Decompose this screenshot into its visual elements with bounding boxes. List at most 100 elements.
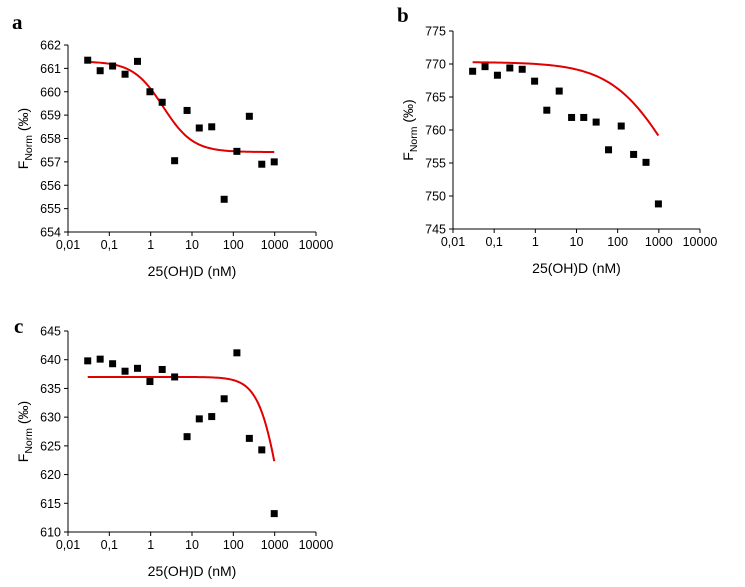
data-point	[233, 349, 241, 357]
data-point	[133, 364, 141, 372]
data-point	[233, 147, 241, 155]
x-tick-label: 100	[223, 238, 244, 252]
y-tick-label: 662	[40, 39, 61, 53]
y-axis-label-subscript: Norm	[23, 428, 35, 454]
y-axis-label: FNorm (‰)	[15, 401, 35, 462]
y-tick-label: 661	[40, 62, 61, 76]
x-tick-label: 10000	[299, 538, 334, 552]
x-tick-label: 0,1	[101, 538, 118, 552]
y-axis-label-unit: (‰)	[15, 108, 31, 135]
y-tick-label: 660	[40, 85, 61, 99]
data-point	[617, 122, 625, 130]
x-axis-label: 25(OH)D (nM)	[148, 563, 237, 579]
data-point	[195, 415, 203, 423]
y-tick-label: 658	[40, 132, 61, 146]
data-point	[171, 373, 179, 381]
y-tick-label: 765	[425, 91, 446, 105]
y-tick-label: 625	[40, 439, 61, 453]
y-axis-label-main: F	[400, 152, 416, 161]
data-point	[592, 118, 600, 126]
data-point	[543, 106, 551, 114]
y-tick-label: 630	[40, 411, 61, 425]
data-point	[531, 77, 539, 85]
x-tick-label: 0,01	[441, 235, 465, 249]
x-tick-label: 100	[607, 235, 628, 249]
x-tick-label: 0,1	[101, 238, 118, 252]
y-tick-label: 620	[40, 468, 61, 482]
y-tick-label: 610	[40, 526, 61, 540]
x-tick-label: 10	[570, 235, 584, 249]
data-point	[220, 195, 228, 203]
y-tick-label: 654	[40, 226, 61, 240]
x-tick-label: 1000	[645, 235, 673, 249]
y-tick-label: 635	[40, 382, 61, 396]
data-point	[208, 413, 216, 421]
y-axis-label-main: F	[15, 454, 31, 463]
fit-curve	[472, 61, 660, 137]
fit-curve	[87, 60, 275, 153]
data-point	[555, 87, 563, 95]
chart-panel-c: c 0,01 0,1 1 10 100 1000 10000 610 615 620 625 630 63…	[14, 314, 333, 579]
x-tick-label: 10	[185, 238, 199, 252]
data-point	[146, 88, 154, 96]
data-point	[258, 446, 266, 454]
y-tick-label: 640	[40, 353, 61, 367]
x-tick-label: 1	[532, 235, 539, 249]
data-point	[630, 150, 638, 158]
data-point	[158, 365, 166, 373]
y-tick-label: 645	[40, 325, 61, 339]
x-tick-label: 1000	[261, 538, 289, 552]
data-point	[133, 57, 141, 65]
y-axis-label: FNorm (‰)	[400, 99, 420, 160]
x-tick-label: 1	[147, 538, 154, 552]
data-point	[493, 71, 501, 79]
data-point	[146, 378, 154, 386]
fit-curve	[87, 375, 276, 462]
data-point	[96, 67, 104, 75]
data-point	[171, 157, 179, 165]
y-axis-label-unit: (‰)	[15, 401, 31, 428]
y-tick-label: 745	[425, 223, 446, 237]
x-tick-label: 0,01	[56, 238, 80, 252]
y-axis-label-subscript: Norm	[408, 126, 420, 152]
data-point	[158, 98, 166, 106]
data-point	[270, 510, 278, 518]
x-tick-label: 0,1	[485, 235, 502, 249]
axes-frame	[67, 45, 316, 233]
data-point	[568, 113, 576, 121]
axes-frame	[67, 331, 316, 533]
data-point	[109, 360, 117, 368]
data-point	[183, 106, 191, 114]
data-point	[580, 113, 588, 121]
data-point	[84, 357, 92, 365]
y-tick-label: 656	[40, 179, 61, 193]
x-tick-label: 10000	[299, 238, 334, 252]
y-tick-label: 755	[425, 157, 446, 171]
data-point	[258, 160, 266, 168]
y-tick-label: 770	[425, 58, 446, 72]
y-tick-label: 750	[425, 190, 446, 204]
data-point	[270, 158, 278, 166]
x-tick-label: 10	[185, 538, 199, 552]
y-tick-label: 615	[40, 497, 61, 511]
y-axis-label-unit: (‰)	[400, 99, 416, 126]
data-point	[245, 112, 253, 120]
y-tick-label: 659	[40, 109, 61, 123]
data-point	[121, 367, 129, 375]
panel-letter: a	[12, 10, 23, 34]
data-point	[469, 67, 477, 75]
data-point	[220, 395, 228, 403]
data-point	[195, 124, 203, 132]
y-tick-label: 775	[425, 25, 446, 39]
panel-letter: b	[397, 3, 409, 27]
data-point	[109, 62, 117, 70]
data-point	[208, 123, 216, 131]
x-axis-label: 25(OH)D (nM)	[532, 260, 621, 276]
y-axis-label-subscript: Norm	[23, 135, 35, 161]
y-axis-label-main: F	[15, 161, 31, 170]
data-point	[518, 65, 526, 73]
data-point	[481, 63, 489, 71]
y-tick-label: 655	[40, 202, 61, 216]
data-point	[183, 433, 191, 441]
